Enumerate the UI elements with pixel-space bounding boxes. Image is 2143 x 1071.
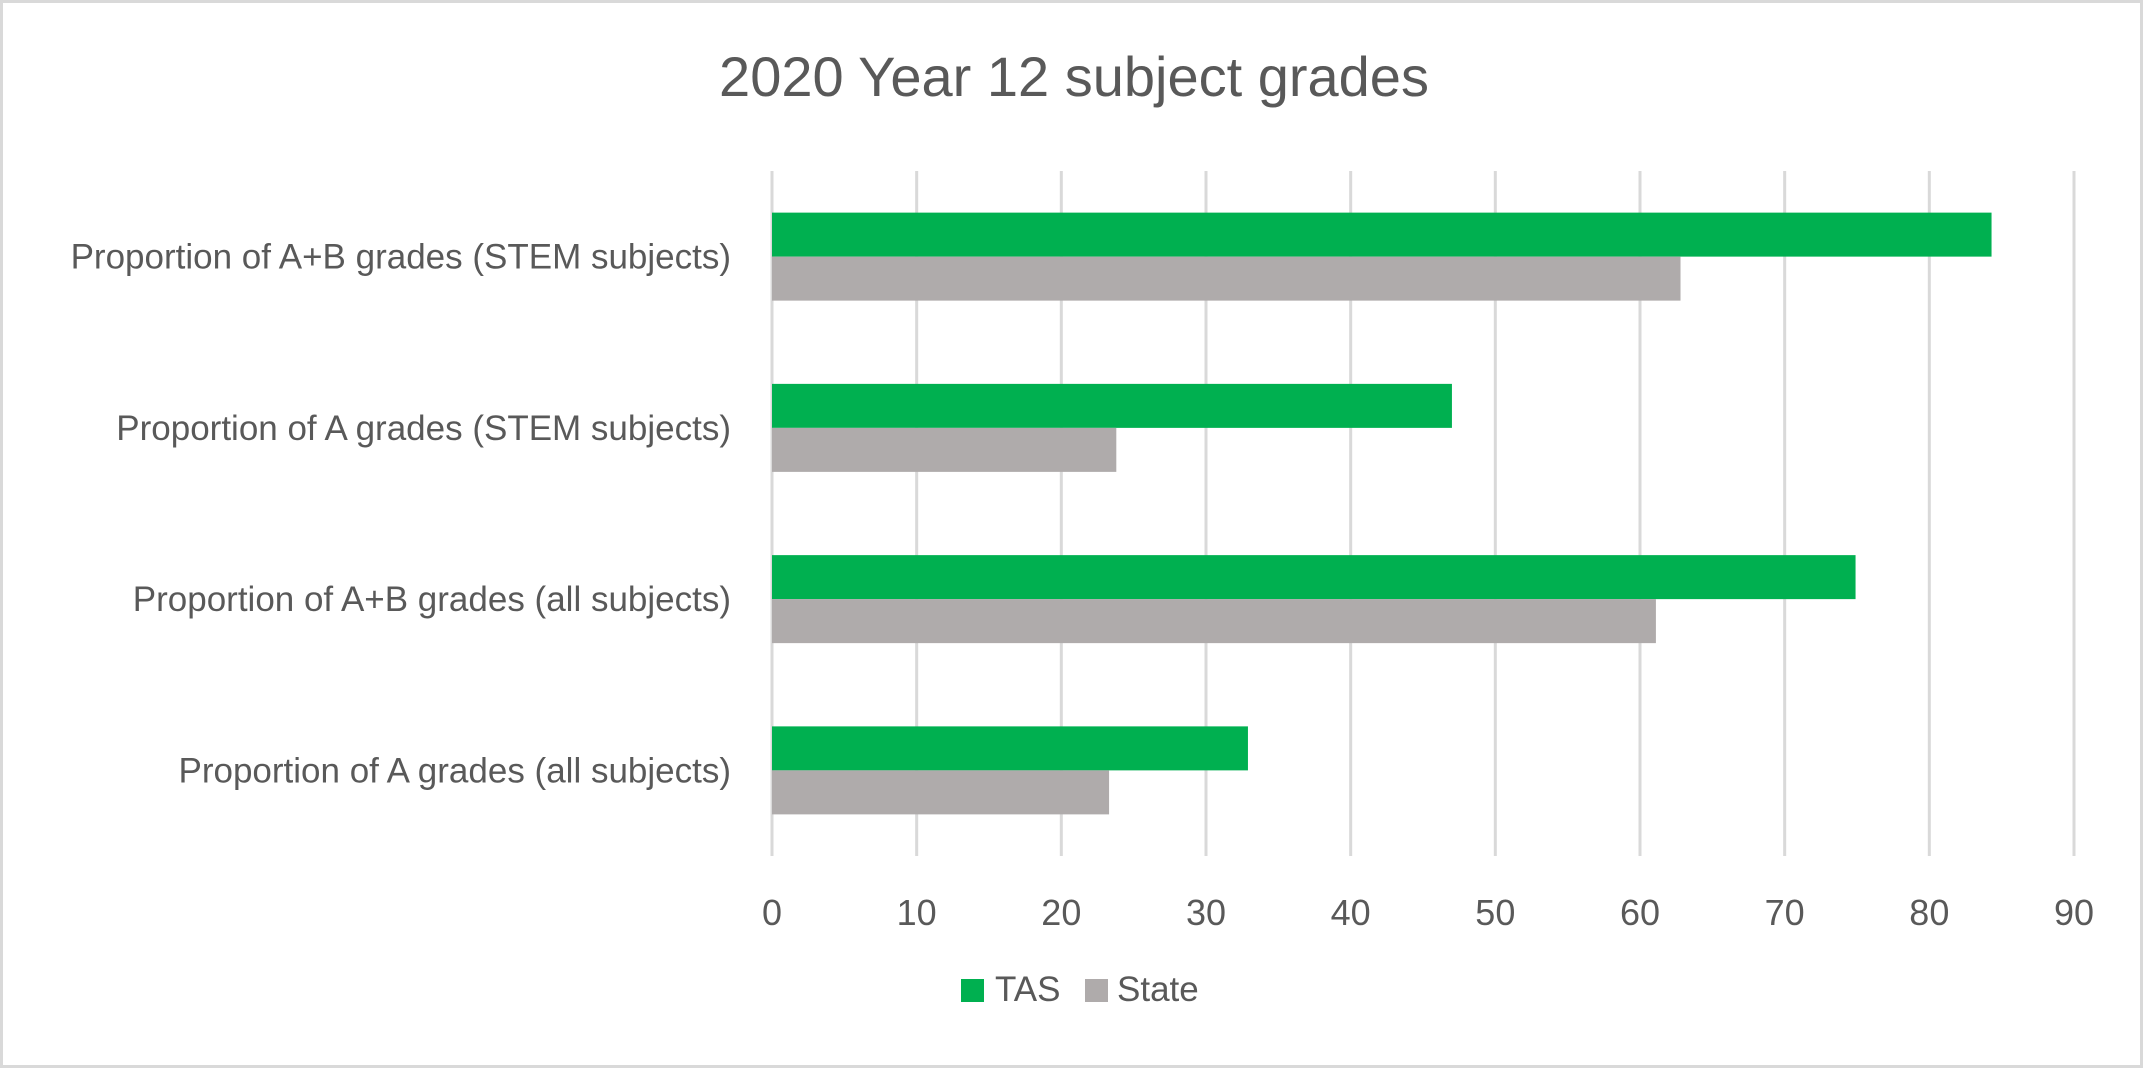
category-label: Proportion of A+B grades (STEM subjects): [71, 238, 731, 277]
legend-label-state: State: [1117, 970, 1199, 1009]
x-tick-label: 20: [1041, 892, 1081, 933]
x-tick-label: 80: [1909, 892, 1949, 933]
category-label: Proportion of A grades (STEM subjects): [116, 409, 731, 448]
x-tick-label: 60: [1620, 892, 1660, 933]
bar-tas-3: [772, 726, 1248, 771]
bar-tas-2: [772, 555, 1856, 600]
bar-state-2: [772, 599, 1656, 644]
category-label: Proportion of A+B grades (all subjects): [133, 580, 731, 619]
x-tick-label: 0: [762, 892, 782, 933]
x-tick-label: 70: [1765, 892, 1805, 933]
bar-tas-0: [772, 212, 1992, 257]
bar-chart: 2020 Year 12 subject grades Proportion o…: [71, 45, 2094, 1009]
bars: [772, 212, 1992, 815]
category-label: Proportion of A grades (all subjects): [178, 751, 731, 790]
x-axis-tick-labels: 0 10 20 30 40 50 60 70 80 90: [762, 892, 2094, 933]
chart-title: 2020 Year 12 subject grades: [719, 45, 1429, 108]
bar-tas-1: [772, 383, 1452, 428]
bar-state-1: [772, 427, 1117, 472]
legend: TAS State: [961, 970, 1199, 1009]
legend-swatch-tas: [961, 979, 984, 1002]
x-tick-label: 30: [1186, 892, 1226, 933]
category-labels: Proportion of A+B grades (STEM subjects)…: [71, 238, 731, 791]
x-tick-label: 50: [1475, 892, 1515, 933]
x-tick-label: 90: [2054, 892, 2094, 933]
x-tick-label: 40: [1331, 892, 1371, 933]
bar-state-3: [772, 770, 1110, 815]
bar-state-0: [772, 256, 1681, 301]
x-tick-label: 10: [897, 892, 937, 933]
legend-label-tas: TAS: [995, 970, 1060, 1009]
legend-swatch-state: [1085, 979, 1108, 1002]
